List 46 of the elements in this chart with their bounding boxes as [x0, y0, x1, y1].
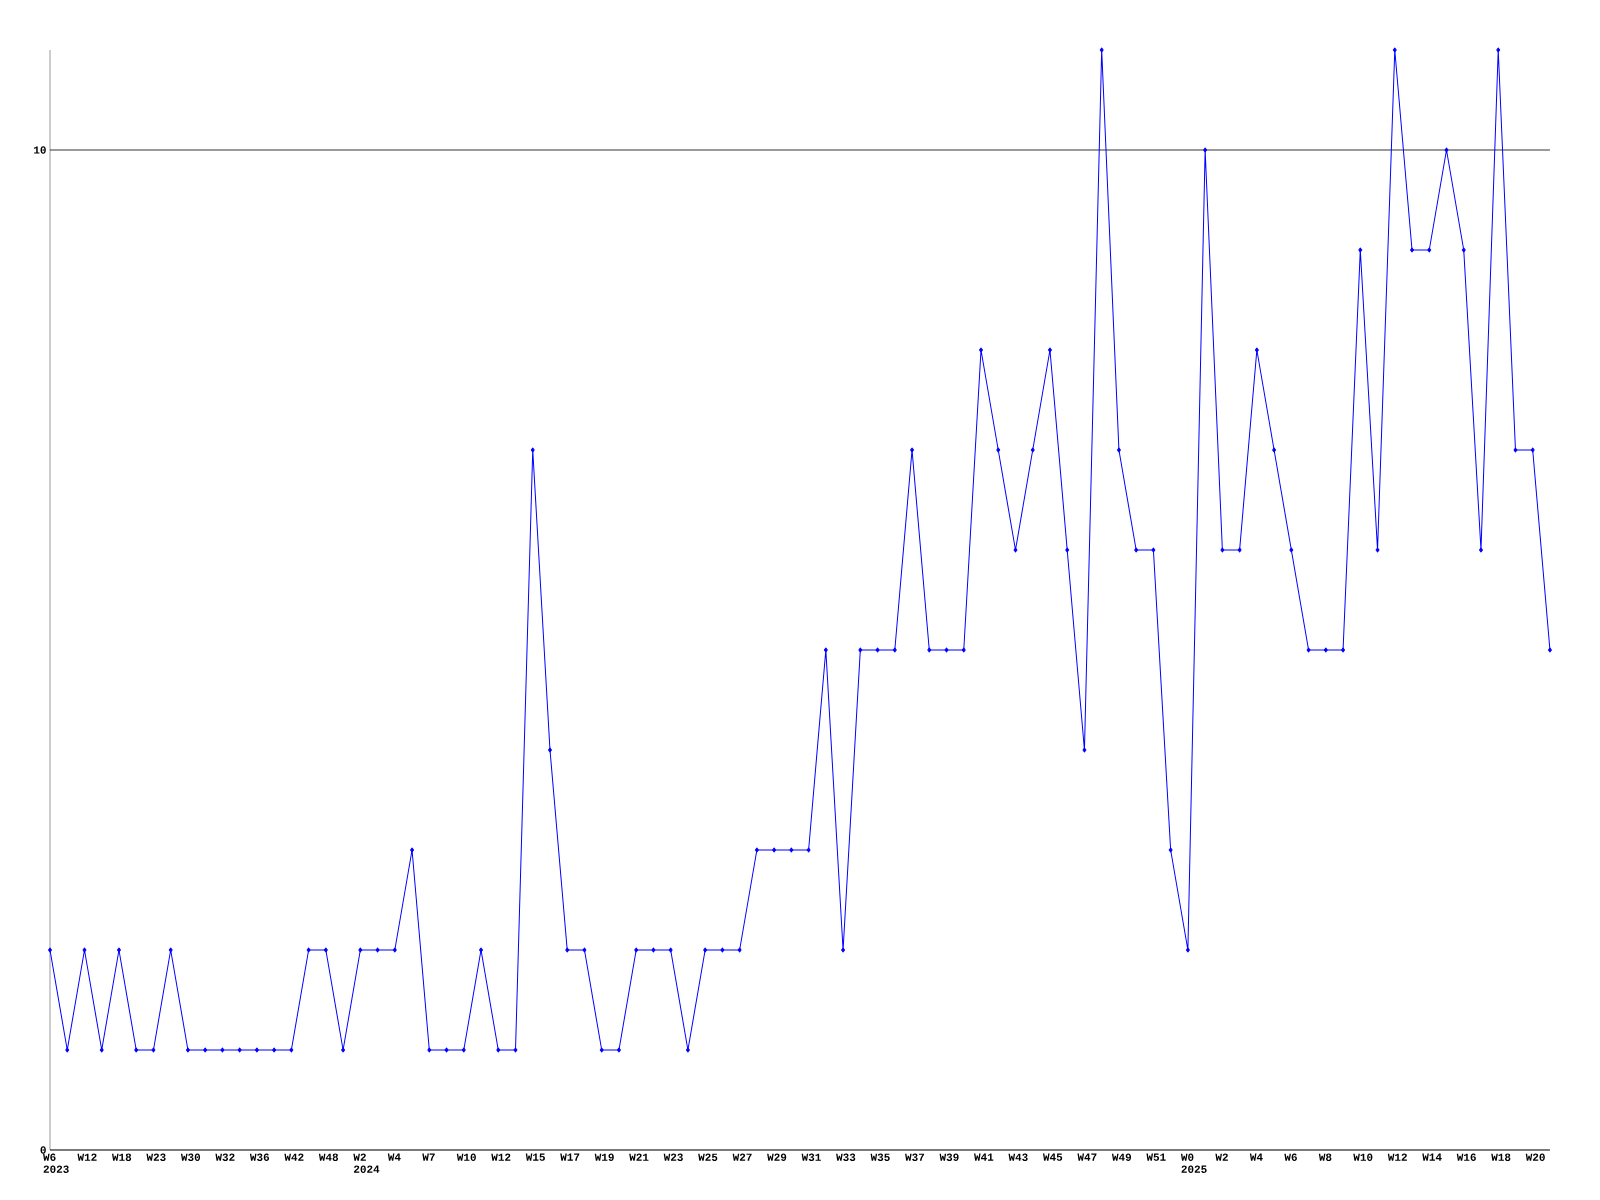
- x-tick-label: W14: [1422, 1153, 1442, 1161]
- x-tick-label: W37: [905, 1153, 925, 1161]
- x-tick-label: W29: [767, 1153, 787, 1161]
- x-tick-label: W6: [1284, 1153, 1297, 1161]
- x-tick-label: W27: [732, 1153, 752, 1161]
- x-tick-label: W10: [1353, 1153, 1373, 1161]
- x-tick-label: W39: [939, 1153, 959, 1161]
- x-tick-label: W32: [215, 1153, 235, 1161]
- x-tick-label: W6 2023: [43, 1153, 69, 1173]
- x-tick-label: W19: [594, 1153, 614, 1161]
- y-tick-label: 0: [40, 1146, 46, 1154]
- x-tick-label: W42: [284, 1153, 304, 1161]
- x-tick-label: W12: [1387, 1153, 1407, 1161]
- x-tick-label: W31: [801, 1153, 821, 1161]
- x-tick-label: W49: [1111, 1153, 1132, 1161]
- x-tick-label: W41: [974, 1153, 994, 1161]
- x-tick-label: W12: [491, 1153, 511, 1161]
- x-tick-label: W45: [1042, 1153, 1063, 1161]
- x-tick-label: W16: [1456, 1153, 1476, 1161]
- x-tick-label: W30: [180, 1153, 201, 1161]
- x-tick-label: W43: [1008, 1153, 1028, 1161]
- x-tick-label: W33: [836, 1153, 856, 1161]
- x-tick-label: W18: [1491, 1153, 1511, 1161]
- y-tick-label: 10: [34, 146, 46, 154]
- x-tick-label: W47: [1077, 1153, 1097, 1161]
- x-tick-label: W21: [629, 1153, 649, 1161]
- x-tick-label: W23: [663, 1153, 683, 1161]
- x-tick-label: W7: [422, 1153, 435, 1161]
- x-tick-label: W36: [249, 1153, 270, 1161]
- x-tick-label: W4: [387, 1153, 401, 1161]
- x-tick-label: W20: [1525, 1153, 1545, 1161]
- x-tick-label: W12: [77, 1153, 97, 1161]
- x-tick-label: W25: [698, 1153, 718, 1161]
- x-tick-label: W17: [560, 1153, 580, 1161]
- x-tick-label: W23: [146, 1153, 166, 1161]
- x-tick-label: W4: [1249, 1153, 1263, 1161]
- x-tick-label: W48: [318, 1153, 339, 1161]
- x-tick-label: W51: [1146, 1153, 1166, 1161]
- x-tick-label: W35: [870, 1153, 890, 1161]
- x-tick-label: W15: [525, 1153, 545, 1161]
- x-tick-label: W0 2025: [1180, 1153, 1207, 1173]
- x-tick-label: W2: [1215, 1153, 1228, 1161]
- x-tick-label: W10: [456, 1153, 476, 1161]
- x-tick-label: W8: [1318, 1153, 1332, 1161]
- x-tick-label: W2 2024: [353, 1153, 380, 1173]
- x-tick-label: W18: [111, 1153, 132, 1161]
